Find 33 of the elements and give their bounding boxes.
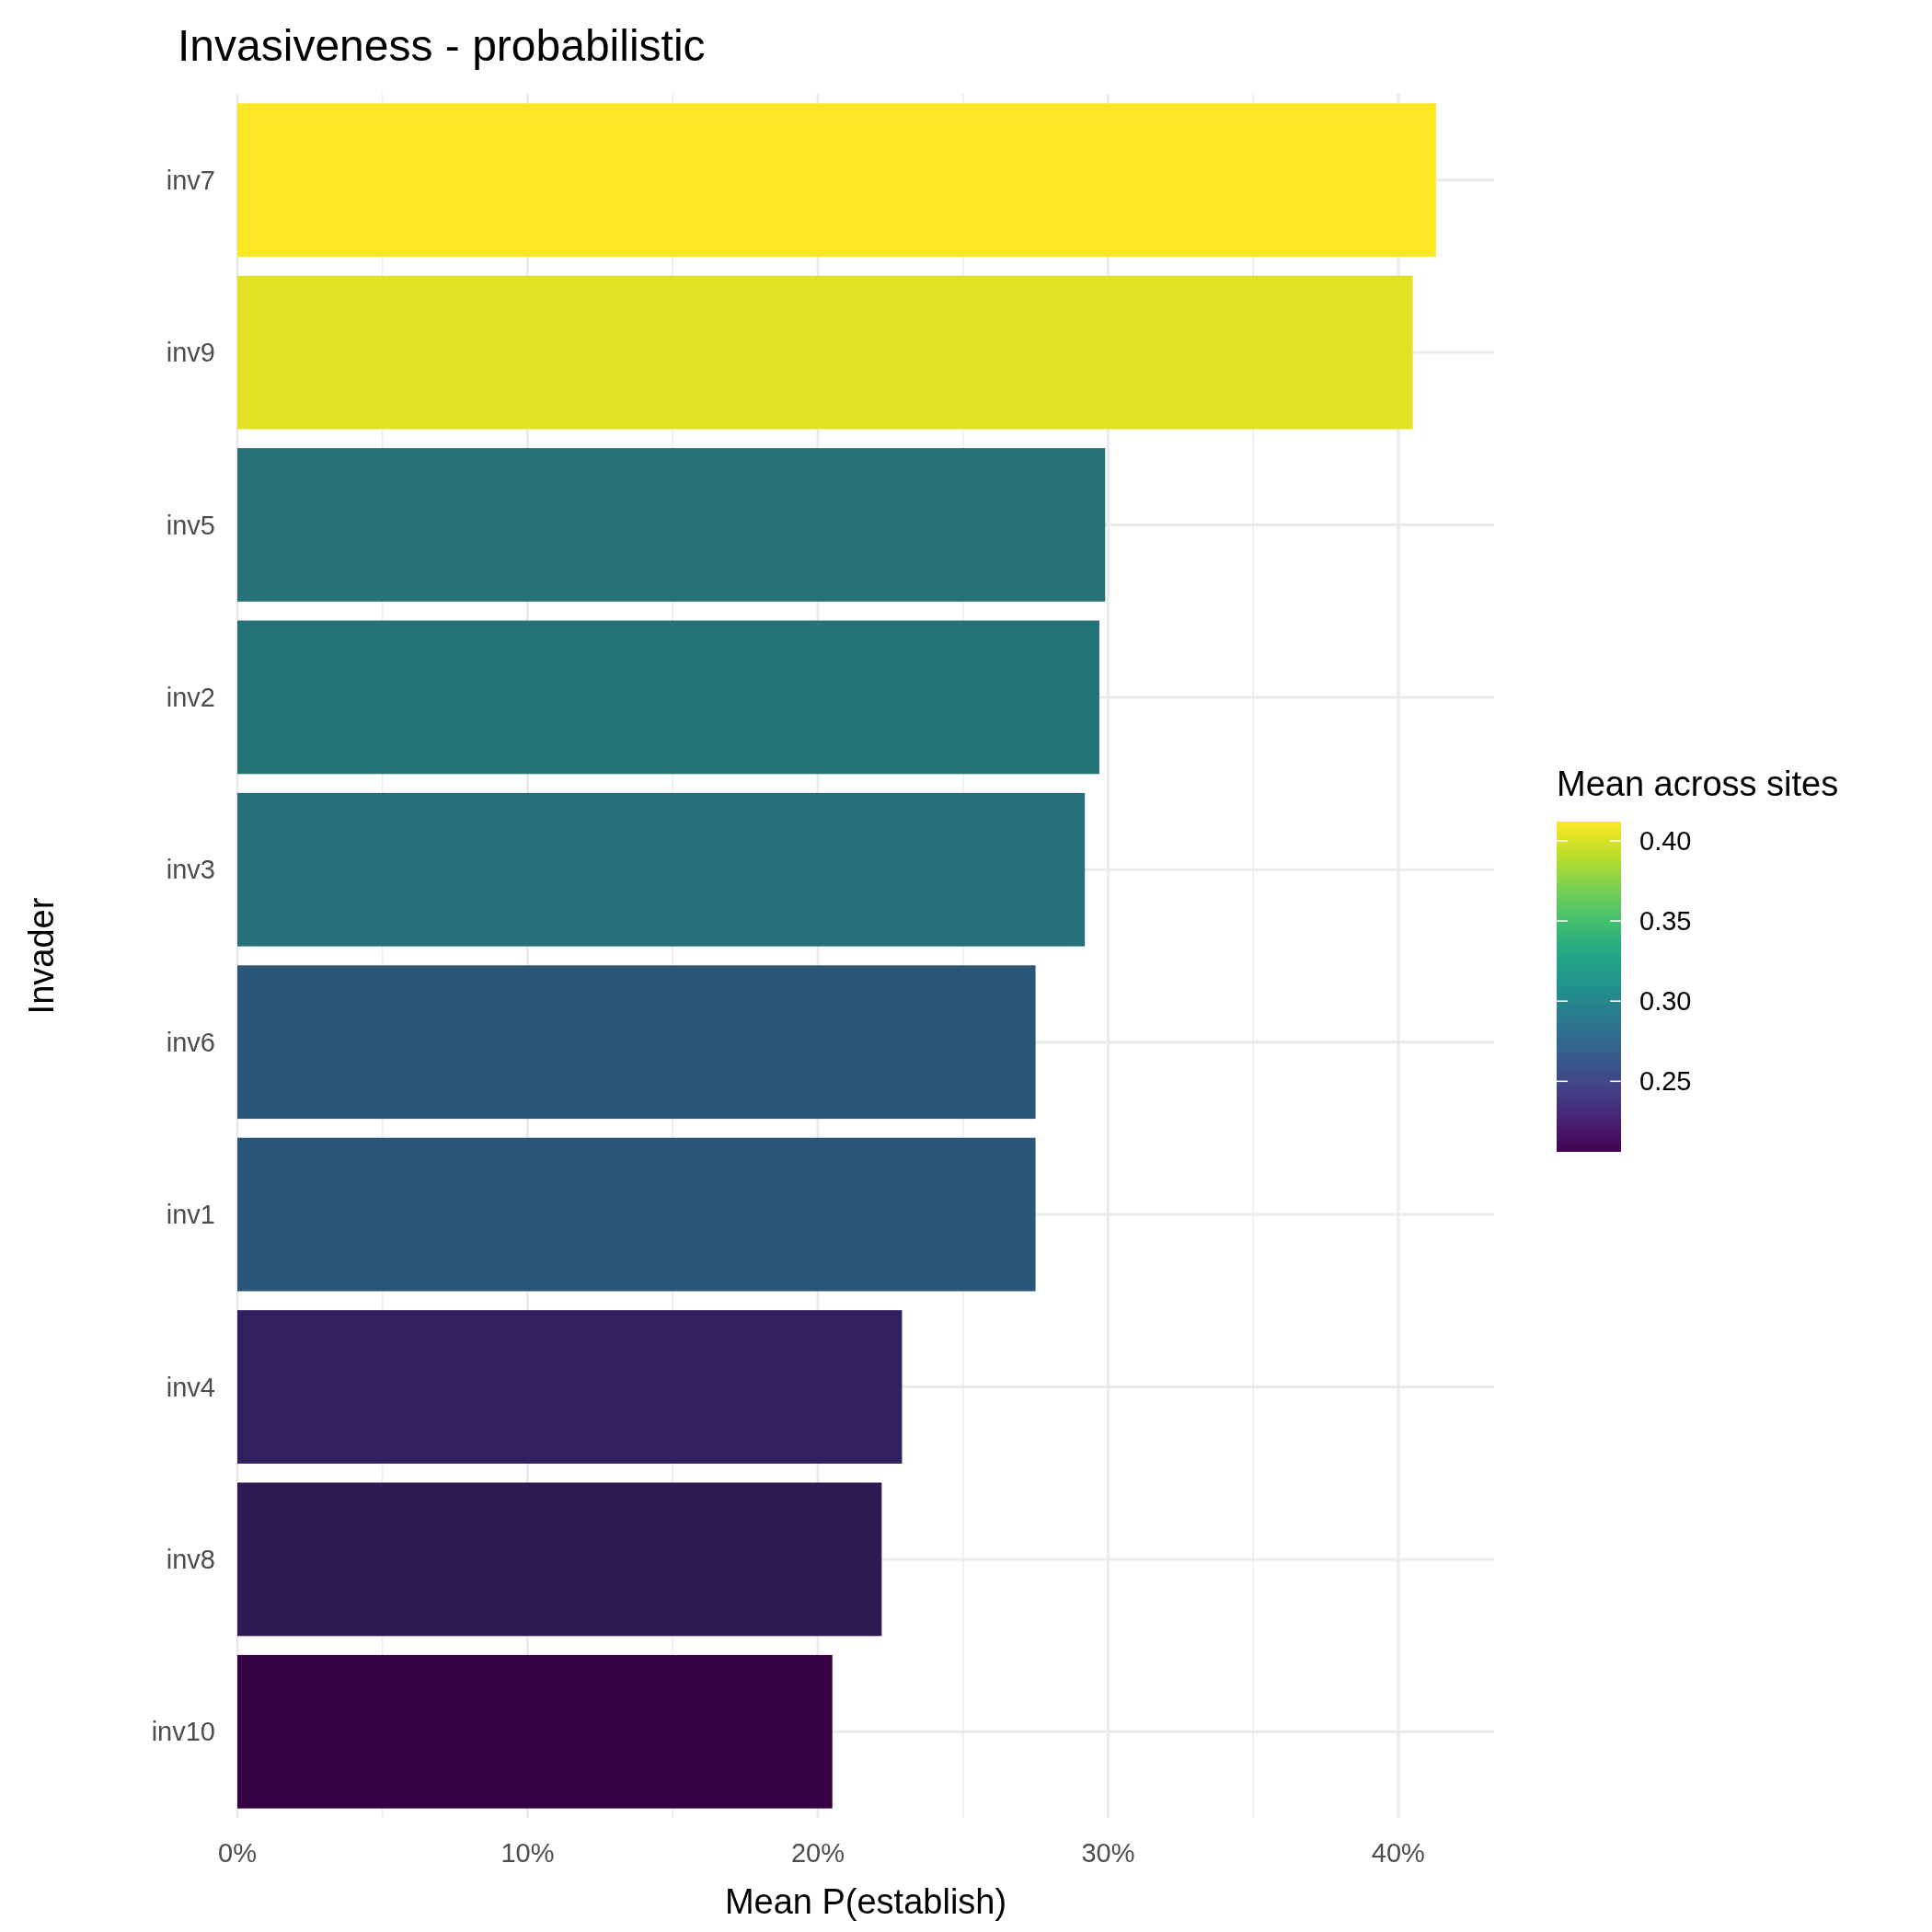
bar	[237, 103, 1436, 258]
y-tick-label: inv5	[166, 510, 215, 540]
bar	[237, 1310, 903, 1464]
x-tick-label: 10%	[500, 1838, 555, 1868]
y-tick-label: inv2	[166, 682, 215, 712]
bar	[237, 275, 1413, 430]
color-bar-label: 0.25	[1639, 1066, 1692, 1097]
y-tick-label: inv3	[166, 855, 215, 885]
x-tick-label: 20%	[790, 1838, 845, 1868]
color-bar-label: 0.40	[1639, 825, 1692, 856]
color-bar-label: 0.30	[1639, 986, 1692, 1017]
y-tick-label: inv9	[166, 338, 215, 368]
x-tick-label: 30%	[1081, 1838, 1135, 1868]
bar	[237, 965, 1036, 1120]
color-bar-title: Mean across sites	[1557, 765, 1839, 803]
bar	[237, 1482, 882, 1637]
x-tick-label: 40%	[1371, 1838, 1425, 1868]
bar	[237, 792, 1086, 947]
bar	[237, 1654, 833, 1809]
bar	[237, 448, 1106, 602]
bar	[237, 1137, 1036, 1292]
y-tick-label: inv1	[166, 1200, 215, 1230]
chart-title: Invasiveness - probabilistic	[178, 21, 706, 70]
y-axis-title: Invader	[22, 897, 61, 1015]
x-tick-label: 0%	[218, 1838, 257, 1868]
y-tick-label: inv4	[166, 1372, 215, 1402]
x-axis-title: Mean P(establish)	[724, 1882, 1007, 1921]
y-tick-label: inv10	[151, 1717, 215, 1747]
y-tick-label: inv7	[166, 165, 215, 195]
bar	[237, 620, 1099, 775]
y-tick-label: inv6	[166, 1027, 215, 1057]
y-tick-label: inv8	[166, 1544, 215, 1574]
color-bar-label: 0.35	[1639, 906, 1692, 937]
